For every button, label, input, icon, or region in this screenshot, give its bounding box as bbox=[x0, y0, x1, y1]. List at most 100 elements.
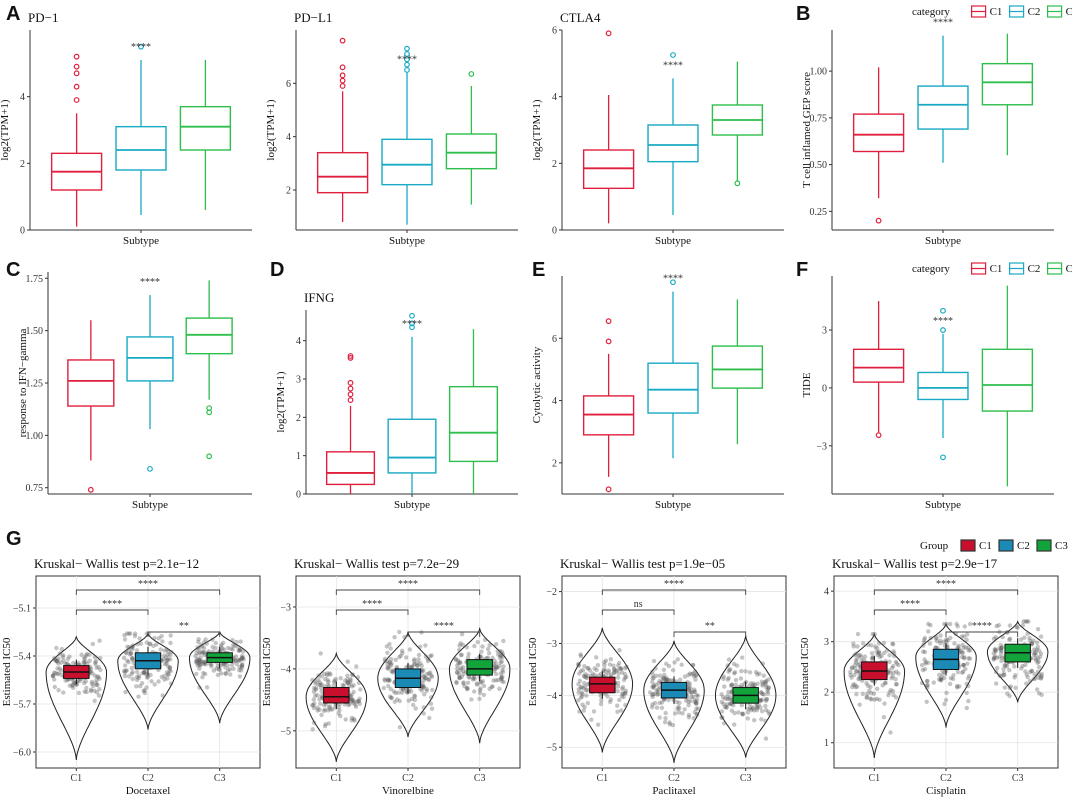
data-point bbox=[576, 682, 581, 687]
data-point bbox=[461, 680, 466, 685]
data-point bbox=[84, 685, 89, 691]
data-point bbox=[732, 710, 737, 716]
data-point bbox=[156, 636, 161, 641]
outlier-point bbox=[409, 320, 415, 327]
data-point bbox=[234, 639, 239, 645]
data-point bbox=[356, 680, 362, 686]
data-point bbox=[92, 688, 97, 693]
y-tick-label: −2 bbox=[546, 587, 557, 598]
data-point bbox=[692, 699, 697, 705]
data-point bbox=[944, 690, 949, 696]
data-point bbox=[585, 682, 591, 687]
data-point bbox=[493, 642, 499, 647]
data-point bbox=[142, 670, 147, 676]
data-point bbox=[318, 651, 323, 656]
data-point bbox=[215, 672, 221, 678]
data-point bbox=[454, 670, 460, 675]
data-point bbox=[892, 653, 897, 659]
data-point bbox=[333, 676, 338, 682]
comparison-label: **** bbox=[102, 599, 122, 610]
data-point bbox=[582, 704, 587, 710]
y-tick-label: −5 bbox=[280, 726, 291, 737]
data-point bbox=[499, 678, 504, 684]
data-point bbox=[162, 653, 167, 658]
data-point bbox=[594, 667, 599, 673]
data-point bbox=[167, 665, 173, 671]
data-point bbox=[1034, 640, 1040, 645]
significance-label: **** bbox=[933, 316, 953, 327]
data-point bbox=[1036, 656, 1041, 661]
data-point bbox=[579, 690, 584, 696]
comparison-label: **** bbox=[664, 579, 684, 590]
y-tick-label: 1.75 bbox=[26, 274, 44, 285]
data-point bbox=[894, 669, 899, 674]
data-point bbox=[494, 671, 499, 677]
data-point bbox=[926, 621, 931, 627]
data-point bbox=[84, 653, 89, 658]
data-point bbox=[924, 683, 930, 688]
data-point bbox=[721, 674, 726, 679]
data-point bbox=[606, 668, 611, 673]
data-point bbox=[55, 671, 60, 677]
data-point bbox=[766, 677, 771, 682]
data-point bbox=[848, 672, 853, 678]
data-point bbox=[596, 673, 601, 678]
y-axis-label: Estimated IC50 bbox=[799, 637, 811, 706]
data-point bbox=[240, 653, 245, 659]
data-point bbox=[1020, 623, 1026, 628]
data-point bbox=[129, 644, 135, 649]
data-point bbox=[240, 649, 246, 654]
comparison-bracket: ** bbox=[147, 621, 221, 637]
data-point bbox=[758, 690, 764, 695]
data-point bbox=[98, 667, 103, 673]
data-point bbox=[231, 666, 236, 671]
data-point bbox=[128, 651, 134, 656]
data-point bbox=[855, 644, 860, 649]
data-point bbox=[151, 643, 156, 648]
data-point bbox=[465, 686, 470, 691]
data-point bbox=[968, 648, 973, 653]
comparison-label: **** bbox=[972, 621, 992, 632]
violin-c3 bbox=[986, 619, 1049, 703]
data-point bbox=[877, 697, 882, 702]
data-point bbox=[695, 693, 701, 699]
data-point bbox=[461, 668, 466, 674]
data-point bbox=[659, 700, 665, 705]
data-point bbox=[459, 674, 465, 679]
data-point bbox=[457, 675, 463, 681]
data-point bbox=[477, 690, 483, 696]
data-point bbox=[692, 669, 698, 674]
data-point bbox=[351, 699, 357, 704]
data-point bbox=[322, 723, 328, 729]
data-point bbox=[429, 706, 435, 711]
data-point bbox=[942, 621, 947, 627]
data-point bbox=[310, 702, 315, 708]
data-point bbox=[894, 661, 899, 666]
data-point bbox=[651, 684, 656, 689]
data-point bbox=[653, 666, 658, 671]
data-point bbox=[611, 663, 616, 668]
data-point bbox=[1039, 675, 1044, 680]
data-point bbox=[227, 667, 233, 672]
data-point bbox=[993, 635, 998, 640]
box-c3 bbox=[981, 33, 1034, 156]
data-point bbox=[162, 677, 167, 682]
data-point bbox=[385, 650, 390, 655]
data-point bbox=[323, 677, 328, 682]
data-point bbox=[500, 652, 506, 657]
data-point bbox=[620, 686, 625, 692]
data-point bbox=[733, 682, 738, 687]
data-point bbox=[140, 670, 145, 676]
data-point bbox=[652, 691, 657, 697]
data-point bbox=[679, 662, 684, 667]
data-point bbox=[676, 710, 682, 715]
x-axis-label: Subtype bbox=[925, 235, 961, 247]
data-point bbox=[750, 705, 755, 710]
data-point bbox=[1028, 638, 1033, 643]
data-point bbox=[94, 677, 99, 683]
data-point bbox=[457, 647, 462, 653]
data-point bbox=[311, 689, 317, 694]
data-point bbox=[342, 678, 348, 683]
data-point bbox=[680, 711, 685, 716]
data-point bbox=[402, 634, 407, 640]
